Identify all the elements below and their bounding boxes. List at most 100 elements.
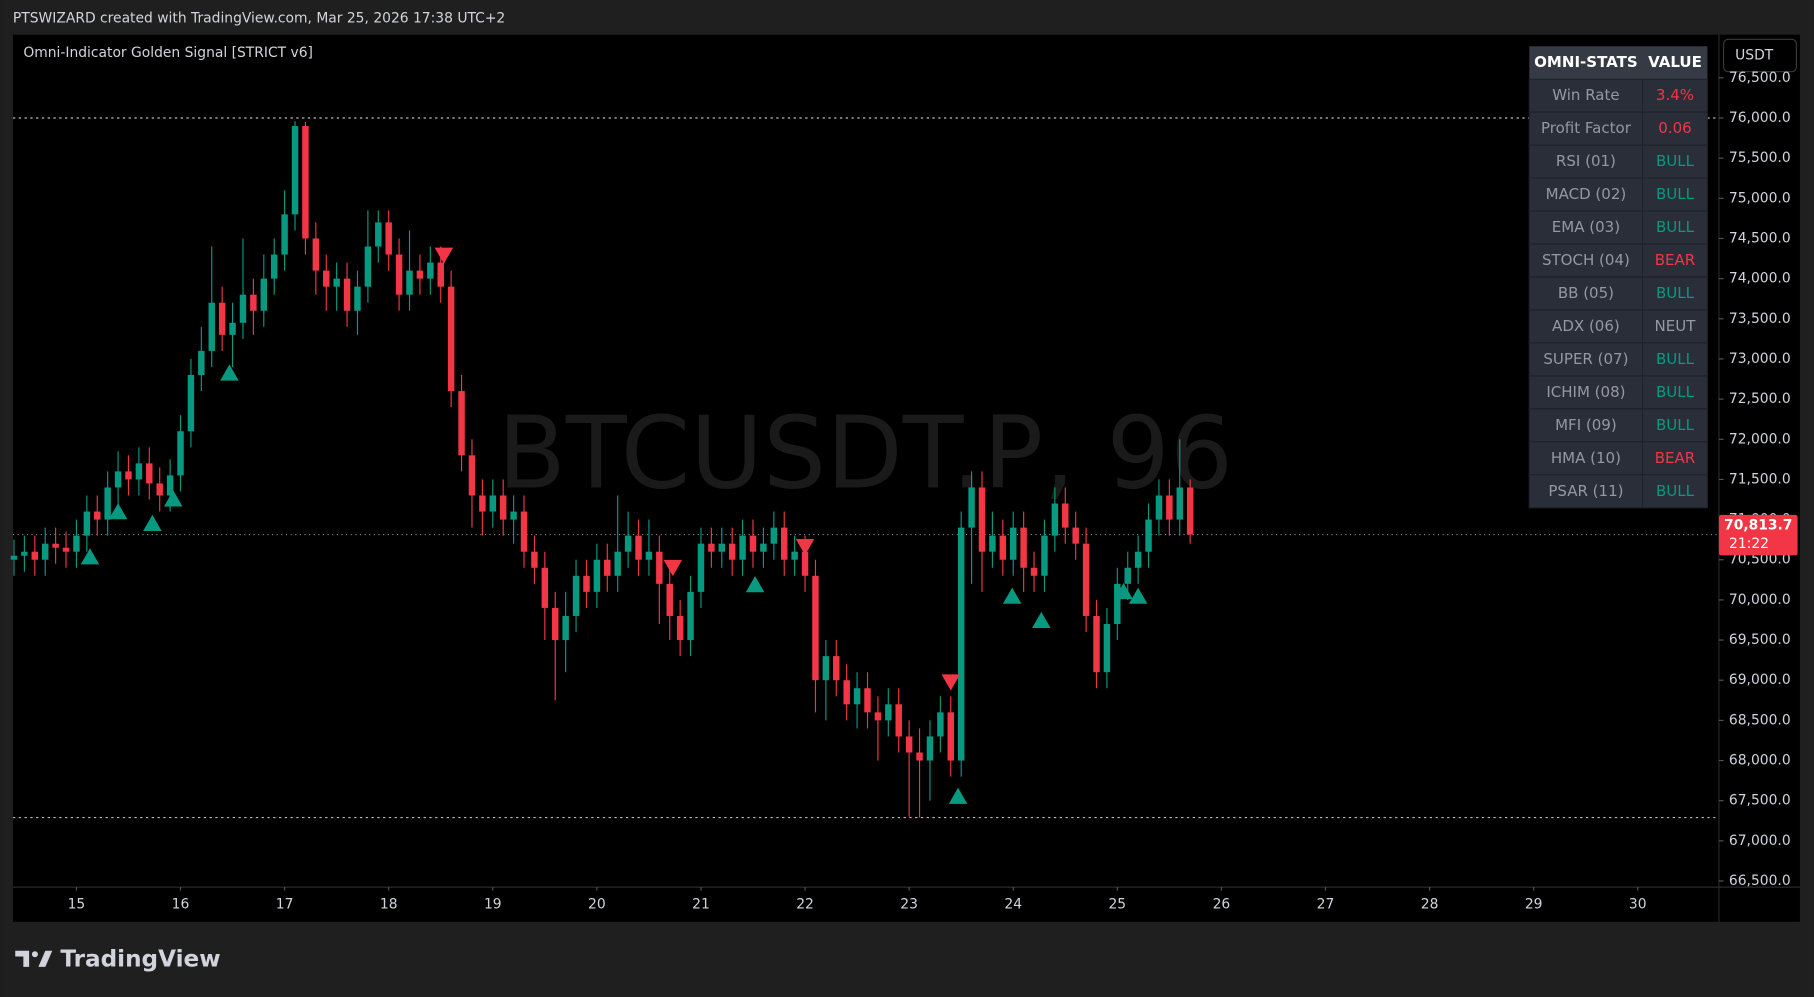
candle-body [333,278,340,287]
candle-body [791,551,798,560]
table-value: 3.4% [1656,86,1694,104]
attribution: PTSWIZARD created with TradingView.com, … [13,11,505,27]
candle-body [187,375,195,432]
y-tick-label: 71,500.0 [1729,471,1791,487]
time-axis [12,887,1719,922]
candle-body [645,551,653,560]
candle-body [635,535,642,560]
candle-body [728,543,736,560]
candle-body [177,431,184,476]
table-header: OMNI-STATS [1534,53,1638,71]
y-tick-label: 67,500.0 [1729,793,1791,809]
x-tick-label: 21 [692,896,710,912]
candle-body [697,543,705,592]
candle-body [593,559,601,592]
candle-body [905,736,913,753]
y-tick-label: 67,000.0 [1729,833,1791,849]
candle-body [323,270,330,287]
table-label: MACD (02) [1546,185,1627,203]
table-header: VALUE [1648,53,1702,71]
table-cell [1642,144,1708,179]
table-cell [1642,408,1708,443]
candle-body [1093,615,1100,673]
x-tick-label: 25 [1108,896,1126,912]
candle-body [31,551,39,560]
candles [10,121,1194,818]
logo-shape [15,950,30,967]
table-cell [1528,144,1644,179]
table-label: SUPER (07) [1543,350,1628,368]
candle-body [614,551,621,576]
candle-body [312,238,320,271]
candle-body [94,511,101,520]
candle-body [874,712,882,721]
table-cell [1528,474,1644,509]
candle-body [395,254,403,295]
table-cell [1528,177,1644,212]
y-tick-label: 69,000.0 [1729,672,1791,688]
candle-body [302,126,309,239]
table-cell [1642,276,1708,311]
buy-signal [108,503,128,520]
x-tick-label: 22 [796,896,814,912]
candle-body [718,543,726,552]
candle-body [708,543,715,552]
candle-body [270,254,278,279]
price-axis [1718,34,1800,922]
candle-body [885,704,892,721]
table-value: BULL [1656,383,1695,401]
candle-body [978,487,986,552]
watermark: BTCUSDT.P, 96 [498,397,1233,512]
y-tick-label: 75,500.0 [1729,150,1791,166]
candle-body [375,222,382,247]
table-label: BB (05) [1558,284,1614,302]
table-value: NEUT [1655,317,1697,335]
table-value: BULL [1656,185,1695,203]
candle-body [1114,583,1121,624]
currency-button[interactable]: USDT [1722,38,1798,73]
currency[interactable]: USDT [1735,48,1774,64]
x-tick-label: 27 [1317,896,1335,912]
candle-body [406,270,413,295]
candle-body [676,615,684,641]
last-price-label: 70,813.7 [1724,517,1792,533]
y-tick-label: 70,500.0 [1729,552,1791,568]
table-label: ADX (06) [1552,317,1620,335]
candle-body [843,680,850,705]
logo-shape [38,950,53,967]
candle-body [1051,503,1059,536]
y-tick-label: 76,000.0 [1729,110,1791,126]
candle-body [1145,519,1152,552]
candle-body [62,547,70,552]
brand: TradingView [60,946,220,972]
x-tick-label: 17 [276,896,294,912]
candle-body [83,511,91,536]
candle-body [458,391,465,456]
candle-body [957,527,965,761]
candle-body [1030,567,1038,576]
currency-button-box[interactable] [1722,38,1798,73]
table-cell [1528,375,1644,410]
candle-body [781,527,788,560]
sell-signal [434,247,454,264]
candle-body [947,712,954,761]
candle-body [125,471,132,480]
candle-body [833,656,840,681]
candle-body [1176,487,1183,520]
candle-body [291,126,299,215]
x-tick-label: 28 [1421,896,1439,912]
stats-table: OMNI-STATS VALUE Win Rate 3.4% Profit Factor… [1528,46,1708,509]
candle-body [937,712,944,737]
y-tick-label: 73,500.0 [1729,311,1791,327]
y-tick-label: 76,500.0 [1729,70,1791,86]
candle-body [364,246,372,287]
candle-body [989,535,996,552]
candle-body [541,567,549,608]
candle-body [343,278,351,311]
candle-body [114,471,122,488]
candle-body [198,350,205,376]
candle-body [499,495,507,520]
candle-body [853,688,861,705]
candle-body [1103,623,1111,673]
